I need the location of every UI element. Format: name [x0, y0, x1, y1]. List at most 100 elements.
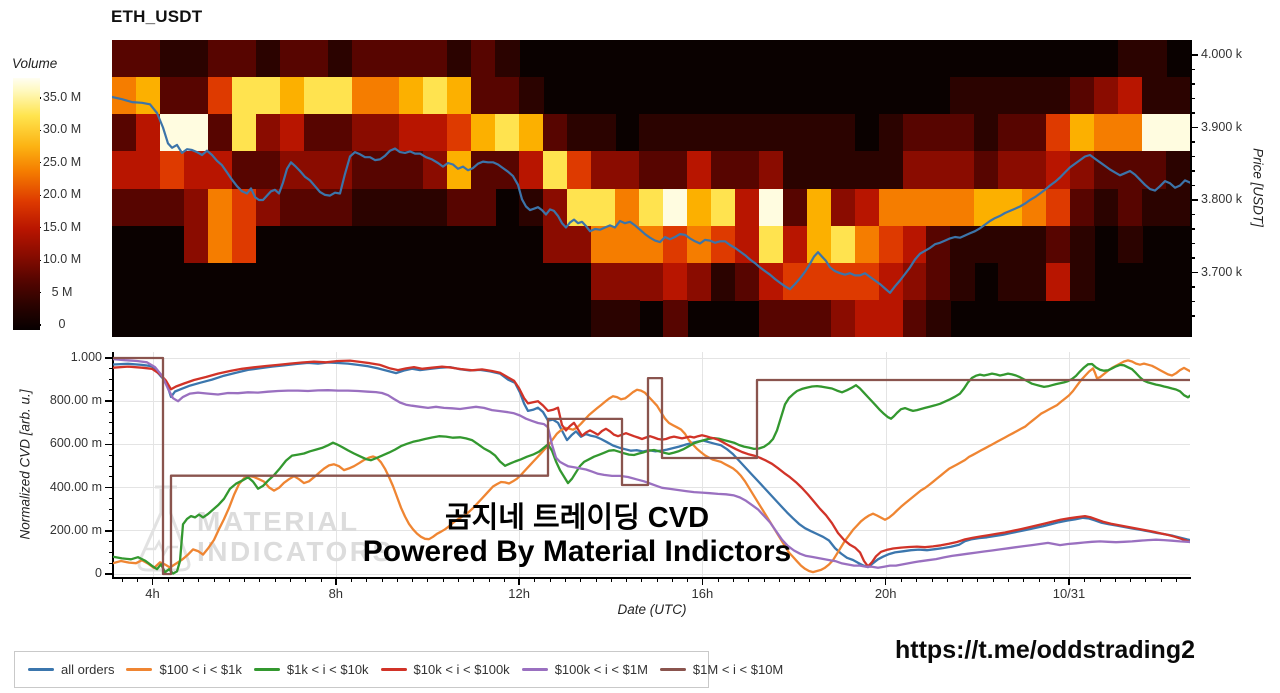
heatmap-cell — [926, 151, 952, 190]
heatmap-cell — [662, 151, 688, 190]
legend-item: $10k < i < $100k — [380, 662, 510, 677]
heatmap-cell — [1166, 77, 1190, 115]
price-axis-label: Price [USDT] — [1250, 148, 1266, 227]
overlay-caption-line2: Powered By Material Indictors — [362, 535, 792, 568]
heatmap-cell — [423, 188, 449, 227]
heatmap-cell — [686, 188, 712, 227]
heatmap-cell — [351, 40, 377, 78]
legend: all orders $100 < i < $1k $1k < i < $10k $1… — [14, 651, 783, 688]
date-axis-label: Date (UTC) — [617, 602, 687, 617]
heatmap-cell — [567, 188, 592, 227]
heatmap-cell — [1022, 77, 1047, 115]
heatmap-cell — [471, 188, 496, 227]
cvd-tick-label: 600.00 m — [49, 436, 102, 451]
x-minor-tick — [656, 578, 658, 582]
heatmap-cell — [471, 40, 496, 78]
heatmap-cell — [854, 151, 880, 190]
telegram-url: https://t.me/oddstrading2 — [895, 636, 1195, 664]
x-minor-tick — [733, 578, 734, 582]
heatmap-cell — [519, 188, 544, 227]
heatmap-cell — [878, 299, 904, 337]
heatmap-cell — [1046, 225, 1071, 264]
x-minor-tick — [839, 578, 841, 582]
heatmap-cell — [734, 151, 760, 190]
heatmap-cell — [447, 77, 473, 115]
heatmap-cell — [734, 262, 760, 301]
x-minor-tick — [1038, 578, 1040, 582]
legend-item: $100k < i < $1M — [521, 662, 648, 677]
x-minor-tick — [1053, 578, 1055, 582]
heatmap-cell — [926, 299, 952, 337]
heatmap-cell — [279, 188, 305, 227]
heatmap-cell — [112, 114, 137, 153]
heatmap-cell — [279, 151, 305, 190]
heatmap-cell — [447, 188, 473, 227]
heatmap-cell — [519, 114, 544, 153]
heatmap-cell — [974, 114, 1000, 153]
colorbar-tick-label: 20.0 M — [42, 187, 82, 202]
x-minor-tick — [244, 578, 246, 582]
heatmap-cell — [112, 188, 137, 227]
x-minor-tick — [366, 578, 368, 582]
heatmap-cell — [159, 151, 185, 190]
x-minor-tick — [549, 578, 551, 582]
heatmap-cell — [1142, 151, 1167, 190]
heatmap-cell — [207, 151, 233, 190]
heatmap-cell — [591, 225, 616, 264]
heatmap-cell — [998, 77, 1024, 115]
heatmap-cell — [255, 40, 281, 78]
cvd-tick — [105, 400, 112, 402]
heatmap-cell — [1142, 40, 1167, 78]
cvd-minor-tick — [108, 368, 113, 370]
heatmap-cell — [902, 262, 928, 301]
heatmap-cell — [926, 114, 952, 153]
heatmap-cell — [399, 151, 425, 190]
price-minor-tick — [1191, 83, 1195, 85]
heatmap-cell — [303, 77, 329, 115]
heatmap-cell — [830, 299, 856, 337]
x-minor-tick — [748, 578, 750, 582]
heatmap-cell — [686, 225, 712, 264]
heatmap-cell — [183, 40, 209, 78]
heatmap-cell — [1118, 225, 1143, 264]
x-minor-tick — [641, 578, 643, 582]
heatmap-cell — [782, 114, 808, 153]
heatmap-cell — [255, 114, 281, 153]
x-tick-label: 8h — [328, 586, 344, 601]
heatmap-cell — [662, 299, 688, 337]
heatmap-cell — [710, 262, 736, 301]
heatmap-cell — [1094, 77, 1119, 115]
x-tick — [151, 578, 154, 585]
heatmap-cell — [1118, 114, 1143, 153]
x-minor-tick — [931, 578, 933, 582]
price-minor-tick — [1191, 141, 1195, 143]
flask-icon — [137, 485, 191, 572]
heatmap-cell — [375, 40, 401, 78]
x-minor-tick — [809, 578, 811, 582]
heatmap-cell — [950, 151, 976, 190]
heatmap-cell — [591, 151, 616, 190]
heatmap-cell — [806, 225, 832, 264]
heatmap-cell — [1094, 151, 1119, 190]
cvd-tick-label: 200.00 m — [49, 522, 102, 537]
gridline-vertical — [1069, 352, 1070, 577]
heatmap-cell — [255, 188, 281, 227]
heatmap-cell — [806, 262, 832, 301]
x-tick-label: 16h — [691, 586, 714, 601]
heatmap-cell — [639, 188, 664, 227]
price-minor-tick — [1191, 300, 1195, 303]
legend-label: $1k < i < $10k — [286, 662, 369, 677]
heatmap-cell — [1070, 262, 1095, 301]
heatmap-cell — [806, 299, 832, 337]
x-minor-tick — [167, 578, 169, 582]
heatmap-cell — [135, 114, 161, 153]
heatmap-cell — [207, 77, 233, 115]
heatmap-cell — [399, 40, 425, 78]
x-minor-tick — [1084, 578, 1086, 582]
heatmap-cell — [231, 225, 257, 264]
x-minor-tick — [183, 578, 185, 582]
heatmap-cell — [878, 225, 904, 264]
price-minor-tick — [1191, 97, 1195, 100]
heatmap-cell — [950, 262, 976, 301]
x-minor-tick — [824, 578, 826, 582]
